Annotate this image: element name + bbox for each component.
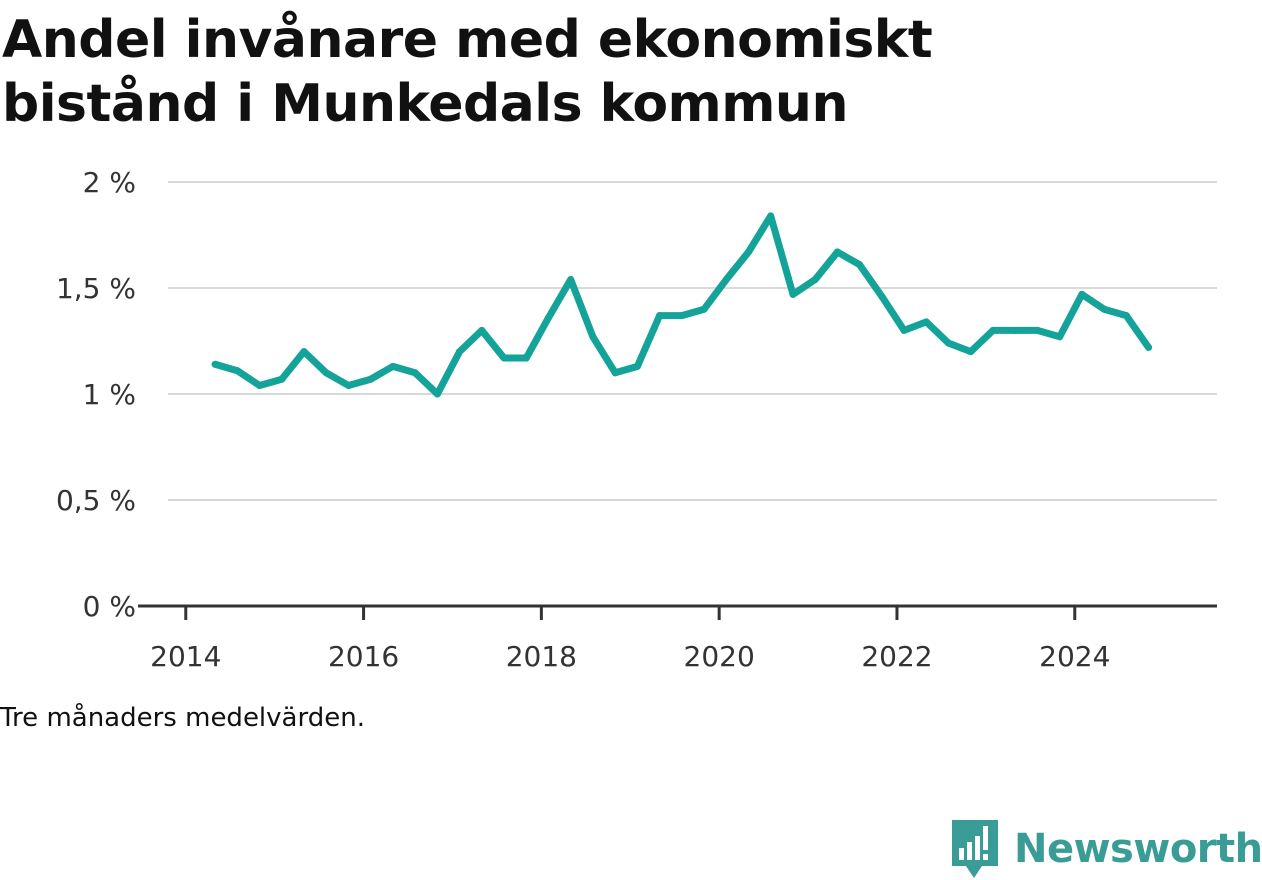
data-point [389,362,397,370]
x-tick-label: 2018 [506,640,577,673]
data-point [478,326,486,334]
x-tick-label: 2016 [328,640,399,673]
data-point [700,305,708,313]
data-point [411,369,419,377]
data-point [900,326,908,334]
x-tick-label: 2014 [150,640,221,673]
chart-title: Andel invånare med ekonomiskt bistånd i … [2,8,1202,136]
y-tick-label: 0 % [83,590,136,623]
data-point [767,212,775,220]
data-point [522,354,530,362]
data-point [456,348,464,356]
data-point [567,276,575,284]
newsworthy-logo-icon [952,820,998,878]
data-point [1056,333,1064,341]
data-point [945,339,953,347]
line-chart: 0 % 0,5 % 1 % 1,5 % 2 % 2014 2016 2018 2020 2022… [56,166,1217,673]
data-point [633,362,641,370]
data-point [789,290,797,298]
x-tick-label: 2024 [1039,640,1110,673]
data-point [989,326,997,334]
data-point [833,248,841,256]
data-point [678,312,686,320]
x-axis [138,604,1217,620]
data-point [322,369,330,377]
data-point [1078,290,1086,298]
data-point [967,348,975,356]
y-tick-label: 0,5 % [56,484,136,517]
data-point [1122,312,1130,320]
data-point [500,354,508,362]
gridlines [168,181,1217,501]
data-point [856,261,864,269]
y-tick-label: 1,5 % [56,272,136,305]
brand-logo[interactable]: Newsworthy [950,818,1262,880]
data-point [433,390,441,398]
y-axis-tick-labels: 0 % 0,5 % 1 % 1,5 % 2 % [56,166,136,623]
data-point [1100,305,1108,313]
data-point [367,375,375,383]
data-point [344,382,352,390]
data-point [589,333,597,341]
data-point [922,318,930,326]
x-axis-tick-labels: 2014 2016 2018 2020 2022 2024 [150,640,1110,673]
data-point [745,248,753,256]
y-tick-label: 2 % [83,166,136,199]
y-tick-label: 1 % [83,378,136,411]
data-point [544,314,552,322]
x-tick-label: 2022 [861,640,932,673]
x-tick-label: 2020 [684,640,755,673]
data-point [256,382,264,390]
data-point [656,312,664,320]
series-line [211,212,1152,398]
data-point [300,348,308,356]
chart-note: Tre månaders medelvärden. [0,703,365,733]
data-point [1011,326,1019,334]
data-point [722,276,730,284]
brand-name: Newsworthy [1014,826,1262,872]
data-point [1033,326,1041,334]
series-layer [211,212,1153,398]
chart-title-line-1: Andel invånare med ekonomiskt [2,10,933,70]
data-point [278,375,286,383]
chart-title-line-2: bistånd i Munkedals kommun [2,74,848,134]
data-point [878,292,886,300]
data-point [233,367,241,375]
data-point [1145,343,1153,351]
data-point [811,276,819,284]
data-point [611,369,619,377]
data-point [211,360,219,368]
